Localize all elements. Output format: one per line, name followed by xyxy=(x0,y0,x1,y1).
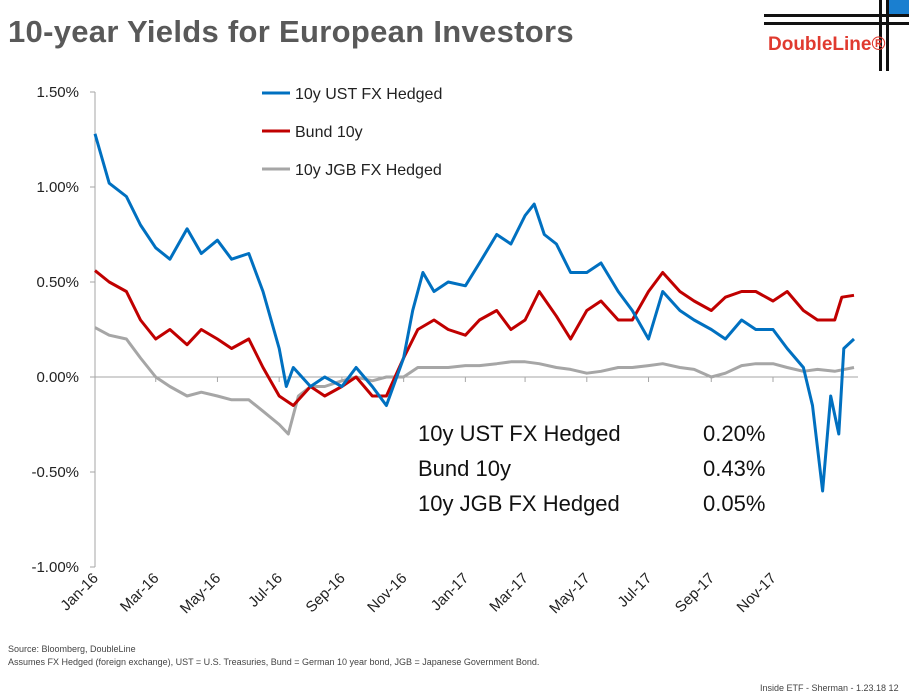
x-tick-label: Jul-16 xyxy=(245,570,286,611)
summary-series-value: 0.20% xyxy=(703,421,765,446)
x-tick-label: Jan-17 xyxy=(428,570,472,614)
x-tick-label: Mar-17 xyxy=(486,570,532,616)
summary-series-value: 0.05% xyxy=(703,491,765,516)
x-tick-label: Sep-16 xyxy=(303,570,349,616)
series-line-10y-jgb-fx-hedged xyxy=(94,326,855,436)
x-tick-label: Mar-16 xyxy=(117,570,163,616)
summary-series-name: Bund 10y xyxy=(418,456,511,481)
x-tick-label: Jan-16 xyxy=(57,570,101,614)
page-title: 10-year Yields for European Investors xyxy=(8,14,574,49)
x-tick-label: Nov-16 xyxy=(364,570,410,616)
doubleline-logo: DoubleLine® xyxy=(740,0,909,80)
legend-label: Bund 10y xyxy=(295,124,363,141)
source-note: Source: Bloomberg, DoubleLine xyxy=(8,644,136,654)
footnote: Assumes FX Hedged (foreign exchange), US… xyxy=(8,657,540,667)
y-tick-label: -0.50% xyxy=(31,464,79,481)
series-line-bund-10y xyxy=(94,269,855,407)
summary-series-name: 10y UST FX Hedged xyxy=(418,421,621,446)
y-tick-label: 0.50% xyxy=(36,274,79,291)
line-chart: 1.50% 1.00% 0.50% 0.00% -0.50% -1.00%Jan-16 Ma… xyxy=(31,84,858,617)
summary-series-value: 0.43% xyxy=(703,456,765,481)
legend-label: 10y UST FX Hedged xyxy=(295,86,442,103)
series-line-10y-ust-fx-hedged xyxy=(93,133,856,493)
slide-footer: Inside ETF - Sherman - 1.23.18 12 xyxy=(760,683,899,693)
x-tick-label: Nov-17 xyxy=(734,570,780,616)
legend-label: 10y JGB FX Hedged xyxy=(295,162,442,179)
x-tick-label: Jul-17 xyxy=(614,570,655,611)
x-tick-label: Sep-17 xyxy=(672,570,718,616)
summary-series-name: 10y JGB FX Hedged xyxy=(418,491,620,516)
y-tick-label: -1.00% xyxy=(31,559,79,576)
y-tick-label: 1.50% xyxy=(36,84,79,101)
x-tick-label: May-17 xyxy=(546,570,593,617)
y-tick-label: 0.00% xyxy=(36,369,79,386)
logo-text: DoubleLine® xyxy=(768,34,886,55)
y-tick-label: 1.00% xyxy=(36,179,79,196)
logo-lines xyxy=(764,0,909,71)
x-tick-label: May-16 xyxy=(177,570,224,617)
